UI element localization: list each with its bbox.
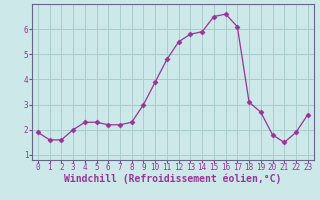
X-axis label: Windchill (Refroidissement éolien,°C): Windchill (Refroidissement éolien,°C) — [64, 174, 282, 184]
